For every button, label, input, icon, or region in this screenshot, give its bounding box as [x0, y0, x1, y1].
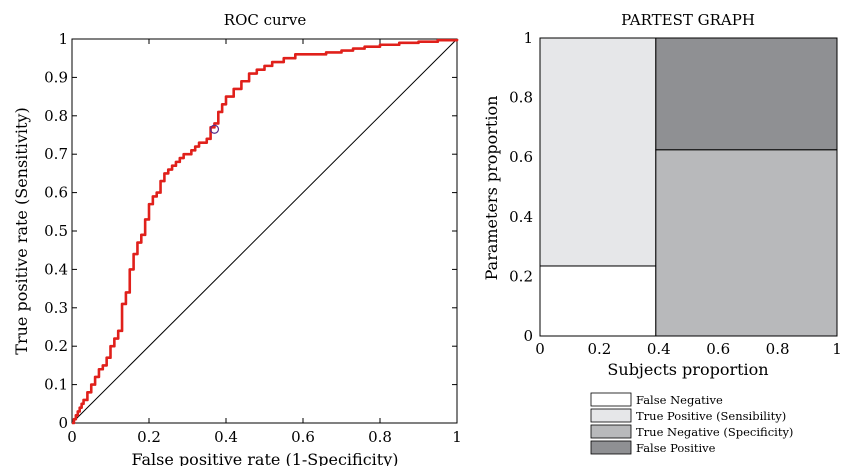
- roc-y-tick-label: 0.7: [44, 145, 68, 163]
- roc-y-tick-label: 0: [58, 414, 68, 432]
- roc-title: ROC curve: [224, 11, 307, 29]
- partest-y-axis-label: Parameters proportion: [482, 96, 501, 281]
- partest-y-tick-label: 0.2: [509, 267, 533, 285]
- partest-x-tick-label: 1: [832, 340, 841, 358]
- roc-cutoff-marker: [209, 124, 220, 134]
- legend-swatch: [590, 392, 632, 407]
- roc-y-tick-label: 0.1: [44, 376, 68, 394]
- roc-y-tick-label: 1: [58, 30, 68, 48]
- roc-y-tick-label: 0.3: [44, 299, 68, 317]
- roc-curve-line: [72, 38, 459, 425]
- roc-x-tick-label: 0.2: [137, 428, 161, 446]
- roc-x-tick-label: 1: [452, 428, 462, 446]
- legend-swatch: [590, 424, 632, 439]
- roc-x-tick-label: 0.6: [291, 428, 315, 446]
- partest-chart: PARTEST GRAPH 0 0.2 0.4 0.6 0.8 1 0 0.2 0.4 0.6 0.…: [482, 11, 841, 455]
- partest-x-tick-label: 0.2: [587, 340, 611, 358]
- legend-label: False Negative: [636, 393, 723, 407]
- roc-y-tick-label: 0.8: [44, 107, 68, 125]
- roc-y-tick-label: 0.2: [44, 337, 68, 355]
- roc-x-axis-label: False positive rate (1-Specificity): [132, 450, 399, 466]
- legend-label: True Negative (Specificity): [636, 425, 793, 439]
- partest-x-axis-label: Subjects proportion: [607, 360, 768, 379]
- partest-title: PARTEST GRAPH: [621, 11, 755, 29]
- partest-region-true-negative: [655, 149, 838, 337]
- partest-plot-area: 0 0.2 0.4 0.6 0.8 1 0 0.2 0.4 0.6 0.8 1: [509, 29, 841, 358]
- partest-region-false-negative: [539, 265, 657, 337]
- roc-y-tick-label: 0.9: [44, 68, 68, 86]
- roc-y-tick-label: 0.5: [44, 222, 68, 240]
- roc-chart: ROC curve 0 0.2 0.4 0.6 0.8 1 0 0.1 0.2 0.3 0.4 0.5…: [12, 11, 462, 469]
- roc-y-tick-label: 0.6: [44, 184, 68, 202]
- roc-y-axis-label: True positive rate (Sensitivity): [12, 107, 31, 354]
- partest-y-tick-label: 0.6: [509, 148, 533, 166]
- partest-legend: False Negative True Positive (Sensibility…: [590, 392, 793, 455]
- partest-y-tick-label: 1: [523, 29, 533, 47]
- roc-y-tick-label: 0.4: [44, 260, 68, 278]
- partest-plot-frame: [539, 37, 838, 337]
- partest-y-tick-label: 0: [523, 327, 533, 345]
- partest-y-tick-label: 0.8: [509, 89, 533, 107]
- roc-diagonal-line: [71, 38, 458, 424]
- roc-plot-area: 0 0.2 0.4 0.6 0.8 1 0 0.1 0.2 0.3 0.4 0.5 0.6 0.7 0.8 0…: [44, 30, 462, 446]
- legend-label: False Positive: [636, 441, 716, 455]
- partest-region-true-positive: [539, 37, 657, 267]
- partest-y-tick-label: 0.4: [509, 208, 533, 226]
- legend-label: True Positive (Sensibility): [636, 409, 786, 423]
- partest-x-tick-label: 0: [535, 340, 545, 358]
- legend-swatch: [590, 440, 632, 455]
- partest-x-tick-label: 0.4: [647, 340, 671, 358]
- partest-region-false-positive: [655, 37, 838, 151]
- partest-x-tick-label: 0.6: [706, 340, 730, 358]
- roc-x-tick-label: 0.4: [214, 428, 238, 446]
- legend-swatch: [590, 408, 632, 423]
- roc-x-tick-label: 0: [67, 428, 77, 446]
- partest-x-tick-label: 0.8: [766, 340, 790, 358]
- roc-x-tick-label: 0.8: [368, 428, 392, 446]
